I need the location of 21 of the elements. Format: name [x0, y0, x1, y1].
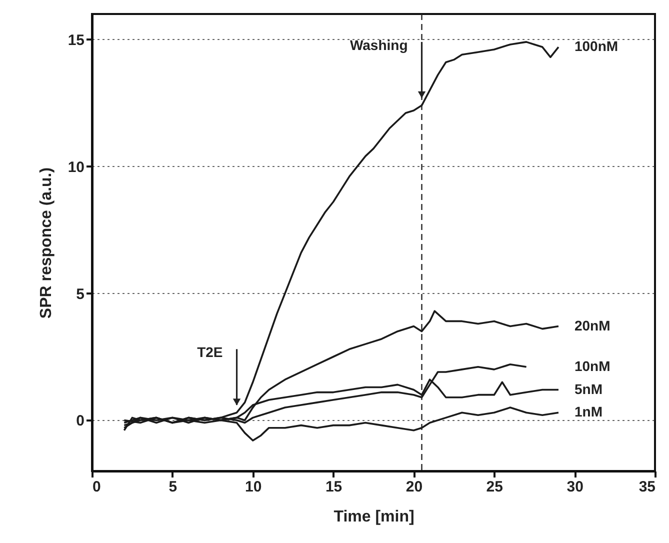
x-tick-label: 20 — [406, 478, 423, 496]
text: 10nM — [574, 358, 610, 374]
x-tick-label: 15 — [325, 478, 342, 496]
x-tick-label: 5 — [168, 478, 178, 496]
annotation: Washing — [350, 36, 408, 53]
x-axis-title: Time [min] — [334, 508, 414, 526]
x-tick-label: 30 — [566, 478, 584, 496]
series-label: 20nM — [574, 317, 610, 334]
y-axis-title: SPR responce (a.u.) — [38, 167, 55, 319]
y-tick-label: 15 — [68, 32, 84, 49]
x-tick-label: 35 — [638, 478, 656, 496]
x-tick-label: 10 — [245, 478, 262, 496]
x-tick-label: 0 — [92, 478, 101, 496]
y-tick-label: 10 — [68, 158, 84, 176]
y-tick-label: 5 — [76, 286, 84, 303]
series-label: 1nM — [574, 404, 602, 420]
x-tick-label: 25 — [486, 478, 503, 496]
annotation: T2E — [197, 344, 223, 360]
y-tick-label: 0 — [76, 412, 84, 430]
series-label: 5nM — [574, 380, 602, 397]
series-label: 100nM — [574, 38, 618, 54]
